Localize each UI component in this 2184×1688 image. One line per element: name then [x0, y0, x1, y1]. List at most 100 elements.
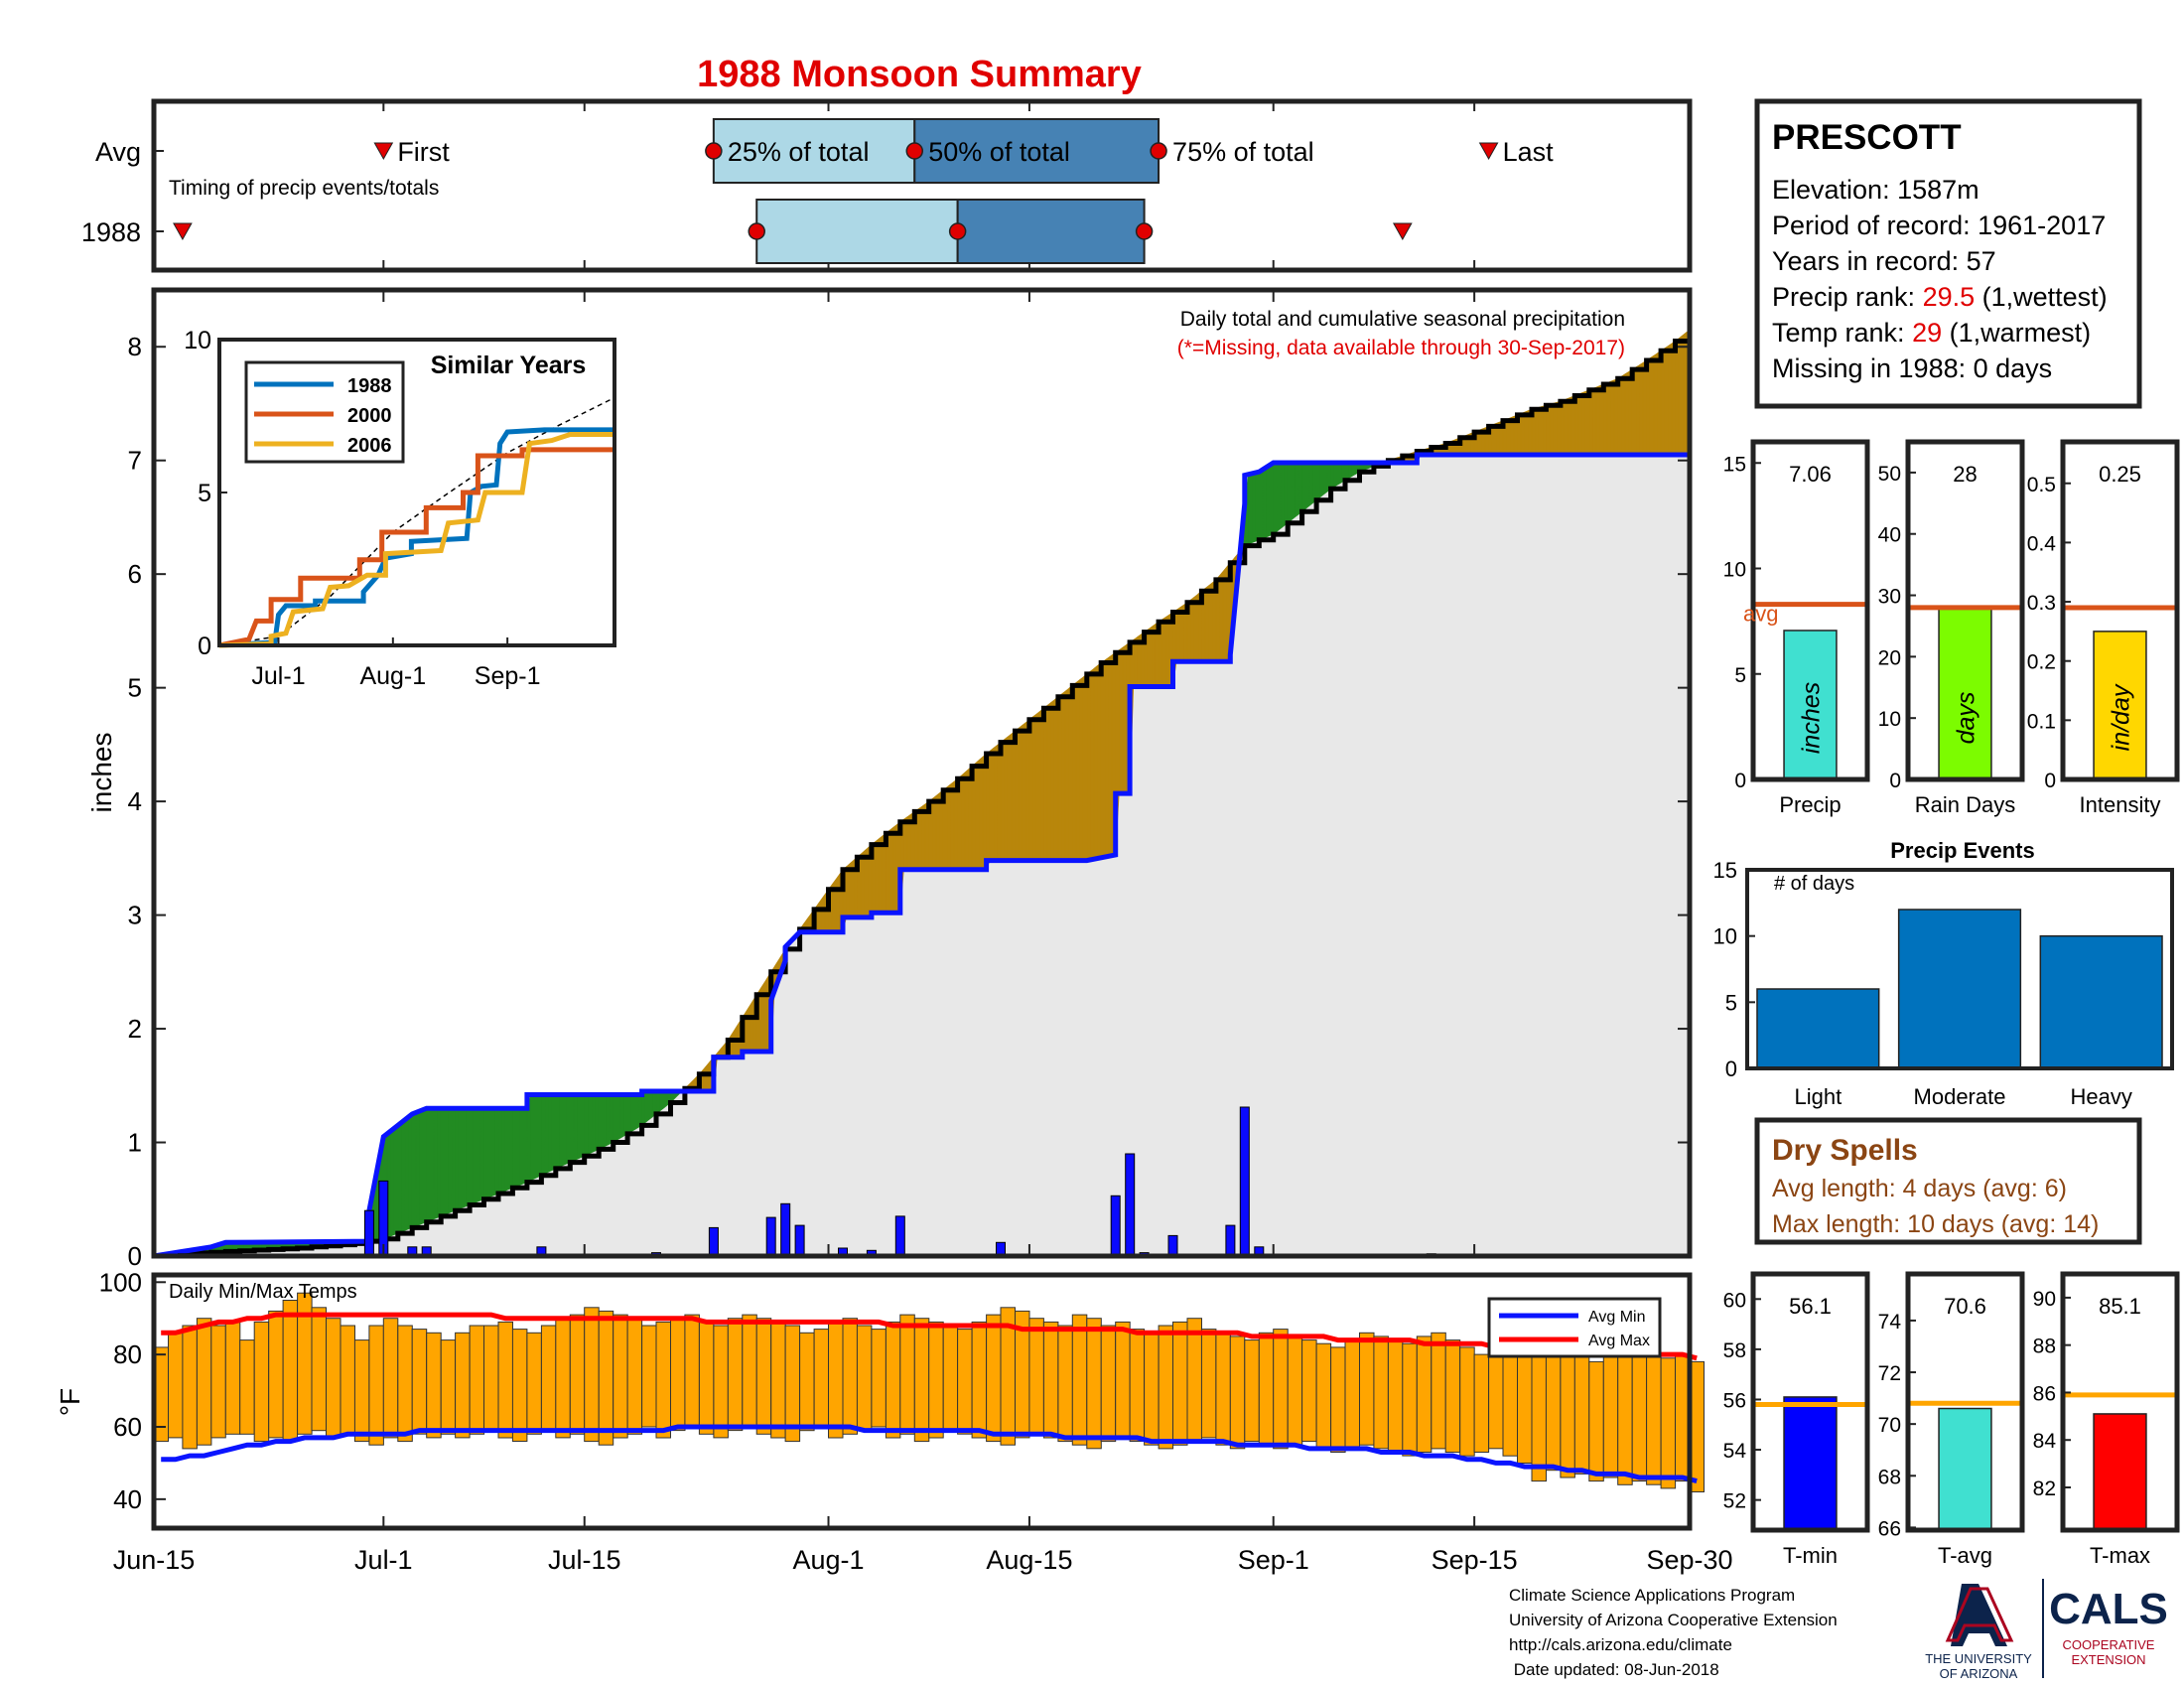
rain-days-ytick-label-40: 40	[1878, 524, 1901, 547]
temp-bar-47	[828, 1321, 844, 1439]
timing-p75-label: 75% of total	[1172, 137, 1314, 167]
timing-year-end-marker-1	[1392, 222, 1413, 241]
dry-spells-max: Max length: 10 days (avg: 14)	[1772, 1210, 2099, 1238]
temp-bar-24	[497, 1321, 513, 1439]
precip-events-ytick-label-15: 15	[1713, 858, 1737, 883]
rain-days-frame	[1905, 439, 2025, 782]
temp-bar-70	[1158, 1325, 1174, 1450]
temp-bar-26	[526, 1332, 542, 1435]
legend-label-avg-max: Avg Max	[1588, 1333, 1650, 1349]
legend-label-1988: 1988	[347, 375, 392, 397]
t-avg-ytick-label-72: 72	[1878, 1362, 1901, 1385]
temp-bar-40	[727, 1318, 744, 1432]
precip-total-bar	[1783, 630, 1838, 780]
temp-bar-84	[1359, 1332, 1375, 1446]
daily-precip-bar-14	[894, 1215, 905, 1257]
t-max-ytick-label-88: 88	[2033, 1336, 2056, 1358]
temp-bar-44	[784, 1325, 801, 1443]
station-precip-rank: Precip rank: 29.5 (1,wettest)	[1772, 282, 2108, 312]
rain-days-ytick-label-0: 0	[1889, 770, 1901, 792]
temp-bar-2	[182, 1325, 198, 1450]
rain-days-bar-label: days	[1953, 692, 1980, 745]
footer-line-2: University of Arizona Cooperative Extens…	[1509, 1611, 1838, 1629]
temp-bar-82	[1330, 1346, 1346, 1454]
main-ytick-label-7: 7	[128, 446, 142, 476]
logo-coop-line-2: EXTENSION	[2071, 1652, 2145, 1667]
t-min-ytick-label-60: 60	[1723, 1289, 1746, 1312]
temp-bar-104	[1646, 1353, 1662, 1485]
timing-last-label: Last	[1503, 137, 1555, 167]
rain-days-value-label: 28	[1953, 462, 1977, 487]
timing-avg-early-box	[712, 118, 916, 184]
panel-t-avg: 66 68 70 72 74 70.6 T-avg	[1878, 1271, 2025, 1568]
date-xtick-label-7: Sep-30	[1646, 1545, 1732, 1575]
temp-bar-50	[871, 1329, 887, 1428]
temp-bar-9	[282, 1300, 299, 1443]
timing-year-pct-marker-1	[948, 222, 967, 240]
panel-t-max: 82 84 86 88 90 85.1 T-max	[2033, 1271, 2180, 1568]
temp-bar-29	[569, 1314, 586, 1435]
temp-bar-78	[1273, 1329, 1289, 1450]
t-min-ytick-label-56: 56	[1723, 1389, 1746, 1412]
cumulative-precip-subtitle: (*=Missing, data available through 30-Se…	[1177, 337, 1625, 359]
rain-days-ytick-label-20: 20	[1878, 646, 1901, 669]
temp-bar-57	[971, 1321, 988, 1439]
t-min-ytick-label-52: 52	[1723, 1490, 1746, 1513]
temp-bar-95	[1517, 1346, 1533, 1465]
precip-total-frame	[1750, 439, 1870, 782]
intensity-bar-label: in/day	[2108, 683, 2135, 751]
temp-bar-54	[928, 1321, 944, 1439]
timing-year-pct-marker-0	[748, 222, 765, 240]
station-temp-rank: Temp rank: 29 (1,warmest)	[1772, 318, 2091, 348]
daily-precip-bar-20	[1225, 1224, 1236, 1257]
inset-xtick-label-2: Sep-1	[475, 662, 541, 690]
temp-bar-100	[1588, 1360, 1604, 1482]
temp-bar-12	[326, 1318, 341, 1439]
intensity-ytick-label-0: 0	[2044, 770, 2056, 792]
timing-year-early-box	[755, 199, 959, 264]
temp-bar-92	[1473, 1353, 1490, 1453]
date-xtick-label-3: Aug-1	[792, 1545, 864, 1575]
temp-bar-68	[1129, 1329, 1146, 1442]
t-avg-ytick-label-70: 70	[1878, 1414, 1901, 1437]
temp-bar-33	[626, 1318, 643, 1435]
timing-p50-label: 50% of total	[928, 137, 1070, 167]
t-avg-ytick-label-74: 74	[1878, 1311, 1902, 1334]
footer-credits: Climate Science Applications Program Uni…	[1509, 1586, 1838, 1679]
daily-precip-bar-19	[1167, 1234, 1178, 1257]
precip-events-ytick-label-0: 0	[1725, 1056, 1737, 1081]
daily-precip-bar-8	[708, 1226, 719, 1257]
temp-bar-17	[397, 1325, 413, 1443]
temp-bar-96	[1531, 1353, 1547, 1482]
temp-bar-18	[411, 1329, 428, 1435]
timing-avg-pct-marker-1	[905, 142, 924, 160]
footer-line-4: Date updated: 08-Jun-2018	[1509, 1660, 1719, 1679]
temp-bar-74	[1215, 1332, 1231, 1446]
temp-bar-75	[1229, 1336, 1246, 1450]
precip-events-ylabel: # of days	[1774, 873, 1854, 895]
temp-bar-48	[842, 1318, 858, 1435]
temp-bar-85	[1373, 1336, 1389, 1450]
temp-bar-35	[655, 1321, 671, 1439]
temp-bar-28	[555, 1318, 571, 1439]
temp-bar-102	[1617, 1346, 1633, 1485]
temp-bar-7	[253, 1321, 270, 1443]
legend-label-2000: 2000	[347, 405, 392, 427]
inset-xtick-label-0: Jul-1	[251, 662, 305, 690]
temp-bar-45	[799, 1332, 815, 1432]
rain-days-category-label: Rain Days	[1915, 792, 2015, 817]
precip-events-plot: Light Moderate Heavy 0 5 10 15	[1713, 858, 2163, 1109]
timing-year-end-marker-0	[173, 222, 193, 241]
avg-min-line	[161, 1424, 1698, 1484]
legend-label-2006: 2006	[347, 435, 392, 457]
cumulative-precip-ylabel: inches	[86, 733, 117, 813]
t-max-ytick-label-86: 86	[2033, 1382, 2056, 1405]
rain-days-ytick-label-50: 50	[1878, 463, 1901, 486]
t-avg-value-label: 70.6	[1944, 1294, 1986, 1319]
precip-events-ytick-label-5: 5	[1725, 990, 1737, 1015]
temp-bar-101	[1602, 1353, 1619, 1478]
intensity-bar	[2093, 631, 2147, 780]
daily-precip-bar-11	[794, 1224, 805, 1257]
date-xtick-label-2: Jul-15	[548, 1545, 621, 1575]
